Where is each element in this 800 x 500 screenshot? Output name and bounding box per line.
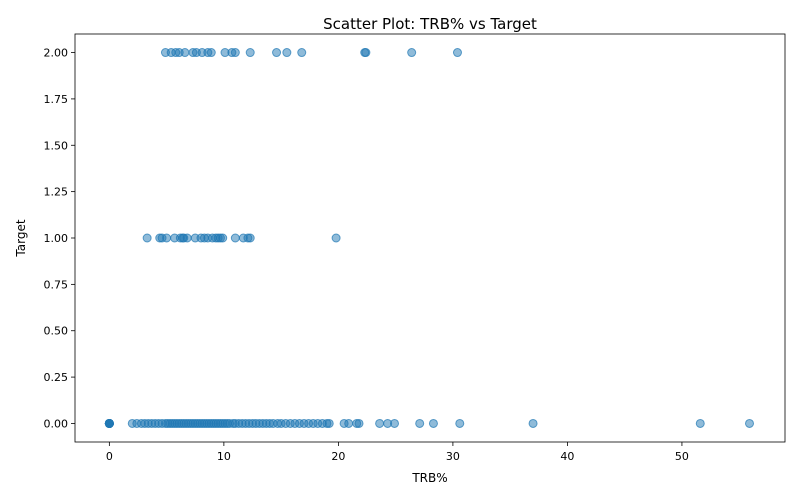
data-point [324, 418, 334, 428]
data-point [245, 233, 255, 243]
chart-title: Scatter Plot: TRB% vs Target [323, 15, 537, 33]
x-tick-label: 50 [675, 450, 689, 463]
data-point [344, 418, 354, 428]
y-tick-label: 1.50 [44, 139, 69, 152]
y-tick-label: 0.25 [44, 371, 69, 384]
data-point [180, 48, 190, 58]
data-point [245, 48, 255, 58]
data-point [375, 418, 385, 428]
data-points [104, 48, 754, 428]
x-tick-label: 0 [106, 450, 113, 463]
y-axis-label: Target [14, 219, 28, 257]
y-tick-label: 1.75 [44, 93, 69, 106]
data-point [455, 418, 465, 428]
data-point [142, 233, 152, 243]
data-point [331, 233, 341, 243]
y-tick-label: 2.00 [44, 47, 69, 60]
data-point [695, 418, 705, 428]
y-axis-ticks: 0.00 0.25 0.50 0.75 1.00 1.25 1.50 1.75 2.00 [44, 47, 75, 430]
data-point [282, 48, 292, 58]
data-point [162, 233, 172, 243]
data-point [390, 418, 399, 428]
data-point [218, 233, 228, 243]
data-point [528, 418, 538, 428]
x-tick-label: 20 [331, 450, 345, 463]
x-tick-label: 40 [560, 450, 574, 463]
x-tick-label: 30 [446, 450, 460, 463]
y-tick-label: 1.25 [44, 186, 69, 199]
data-point [407, 48, 417, 58]
data-point [297, 48, 307, 58]
data-point [452, 48, 462, 58]
x-tick-label: 10 [217, 450, 231, 463]
data-point [745, 418, 754, 428]
data-point [272, 48, 282, 58]
y-tick-label: 0.75 [44, 278, 69, 291]
data-point [230, 48, 240, 58]
y-tick-label: 0.00 [44, 417, 69, 430]
data-point [182, 233, 192, 243]
x-axis-label: TRB% [411, 471, 447, 485]
data-point [361, 48, 371, 58]
data-point [428, 418, 438, 428]
data-point [230, 233, 240, 243]
data-point [206, 48, 216, 58]
y-tick-label: 1.00 [44, 232, 69, 245]
data-point [354, 418, 364, 428]
y-tick-label: 0.50 [44, 325, 69, 338]
x-axis-ticks: 0 10 20 30 40 50 [106, 442, 689, 463]
data-point [415, 418, 425, 428]
data-point [104, 418, 114, 428]
